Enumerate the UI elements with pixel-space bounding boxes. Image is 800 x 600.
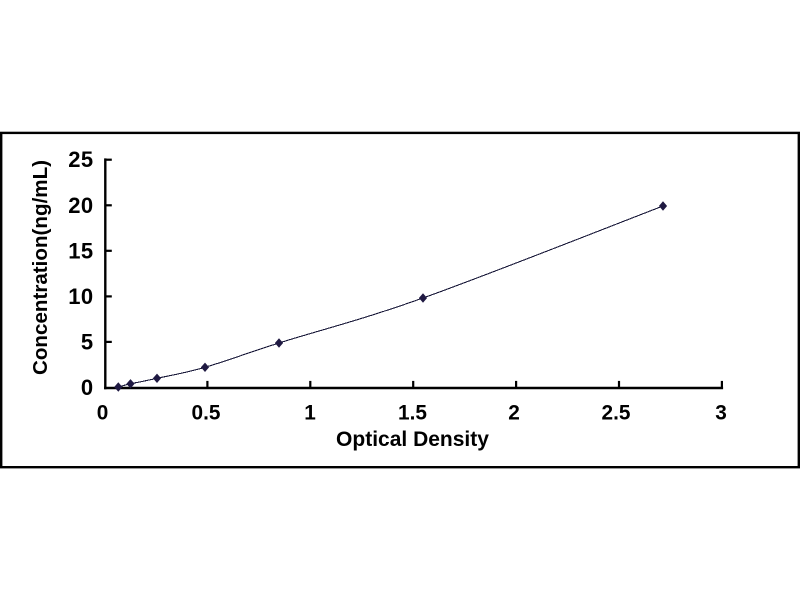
svg-text:10: 10	[68, 284, 93, 309]
svg-text:2.5: 2.5	[602, 402, 631, 425]
svg-text:3: 3	[715, 402, 727, 425]
svg-text:0: 0	[97, 402, 109, 425]
svg-text:20: 20	[68, 193, 93, 218]
svg-text:1: 1	[304, 402, 316, 425]
svg-text:0.5: 0.5	[192, 402, 221, 425]
svg-text:1.5: 1.5	[398, 402, 427, 425]
svg-text:0: 0	[81, 375, 94, 400]
svg-text:25: 25	[68, 147, 93, 172]
svg-text:2: 2	[508, 402, 520, 425]
svg-text:Optical Density: Optical Density	[336, 428, 489, 451]
svg-text:Concentration(ng/mL): Concentration(ng/mL)	[29, 160, 52, 375]
svg-text:5: 5	[81, 329, 94, 354]
svg-text:15: 15	[68, 238, 93, 263]
